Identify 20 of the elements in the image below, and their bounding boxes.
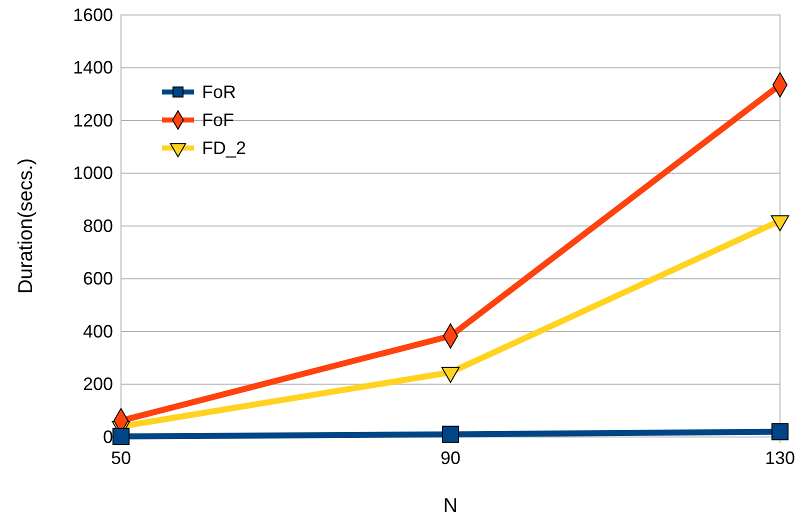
y-tick-label: 1600 (72, 4, 113, 25)
y-tick-label: 400 (82, 321, 113, 342)
y-tick-label: 1000 (72, 163, 113, 184)
y-tick-label: 1200 (72, 110, 113, 130)
x-tick-label: 90 (440, 448, 461, 468)
legend-label: FoR (202, 82, 236, 102)
x-tick-label: 130 (764, 448, 796, 468)
y-tick-label: 600 (82, 268, 113, 289)
legend-label: FoF (202, 110, 234, 130)
y-tick-label: 0 (102, 426, 113, 447)
x-tick-label: 50 (110, 448, 132, 468)
y-axis-title: Duration(secs.) (15, 158, 37, 294)
y-tick-label: 200 (82, 374, 113, 394)
y-tick-label: 800 (82, 216, 113, 236)
point (771, 423, 789, 440)
x-axis-title: N (443, 495, 458, 517)
point (112, 428, 130, 446)
point (442, 426, 460, 443)
legend-label: FD_2 (202, 138, 246, 158)
y-tick-label: 1400 (72, 58, 113, 78)
